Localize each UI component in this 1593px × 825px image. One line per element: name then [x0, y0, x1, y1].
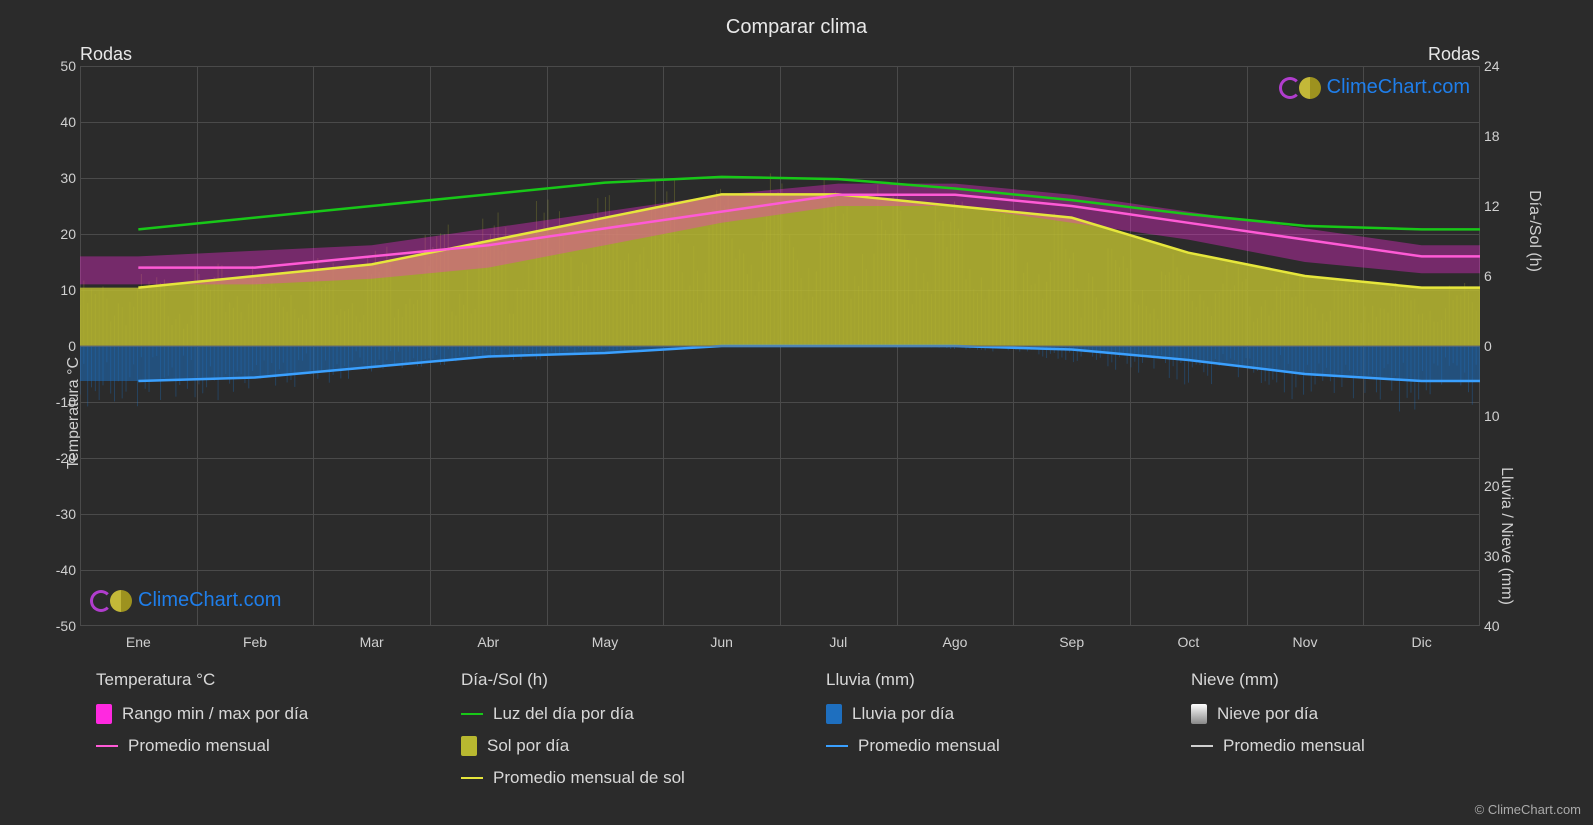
tick-x: Jul — [829, 634, 847, 650]
tick-right: 24 — [1484, 58, 1520, 74]
legend-label: Promedio mensual — [128, 736, 270, 756]
legend-item: Luz del día por día — [461, 704, 806, 724]
tick-left: -30 — [40, 506, 76, 522]
watermark-top: ClimeChart.com — [1279, 76, 1470, 99]
tick-right: 30 — [1484, 548, 1520, 564]
tick-right: 0 — [1484, 338, 1520, 354]
right-axis-label-top: Día-/Sol (h) — [1525, 190, 1543, 272]
city-label-topleft: Rodas — [80, 44, 132, 65]
logo-sun-icon — [1299, 77, 1321, 99]
tick-left: 10 — [40, 282, 76, 298]
city-label-topright: Rodas — [1428, 44, 1480, 65]
plot-area: 50403020100-10-20-30-40-5024181260102030… — [80, 66, 1480, 626]
tick-left: 20 — [40, 226, 76, 242]
legend: Temperatura °C Rango min / max por día P… — [96, 670, 1536, 788]
legend-label: Nieve por día — [1217, 704, 1318, 724]
watermark-text: ClimeChart.com — [1327, 76, 1470, 99]
tick-x: Jun — [710, 634, 733, 650]
legend-item: Promedio mensual — [96, 736, 441, 756]
chart-title: Comparar clima — [0, 0, 1593, 39]
tick-x: Abr — [477, 634, 499, 650]
swatch-temp-range — [96, 704, 112, 724]
tick-x: Dic — [1412, 634, 1432, 650]
tick-right: 20 — [1484, 478, 1520, 494]
tick-x: May — [592, 634, 618, 650]
tick-left: -40 — [40, 562, 76, 578]
tick-left: 0 — [40, 338, 76, 354]
tick-right: 40 — [1484, 618, 1520, 634]
legend-col-rain: Lluvia (mm) Lluvia por día Promedio mens… — [826, 670, 1171, 788]
watermark-text: ClimeChart.com — [138, 589, 281, 612]
legend-label: Luz del día por día — [493, 704, 634, 724]
swatch-sun — [461, 736, 477, 756]
tick-x: Ene — [126, 634, 151, 650]
tick-left: -50 — [40, 618, 76, 634]
legend-label: Promedio mensual — [858, 736, 1000, 756]
legend-col-snow: Nieve (mm) Nieve por día Promedio mensua… — [1191, 670, 1536, 788]
legend-title: Temperatura °C — [96, 670, 441, 690]
copyright: © ClimeChart.com — [1475, 802, 1581, 817]
swatch-snow-avg — [1191, 745, 1213, 747]
legend-item: Rango min / max por día — [96, 704, 441, 724]
legend-item: Sol por día — [461, 736, 806, 756]
tick-right: 6 — [1484, 268, 1520, 284]
tick-right: 18 — [1484, 128, 1520, 144]
tick-x: Nov — [1293, 634, 1318, 650]
tick-left: 50 — [40, 58, 76, 74]
legend-item: Promedio mensual — [1191, 736, 1536, 756]
swatch-temp-avg — [96, 745, 118, 747]
legend-label: Promedio mensual — [1223, 736, 1365, 756]
tick-right: 10 — [1484, 408, 1520, 424]
tick-x: Ago — [943, 634, 968, 650]
tick-left: 30 — [40, 170, 76, 186]
tick-left: 40 — [40, 114, 76, 130]
legend-label: Promedio mensual de sol — [493, 768, 685, 788]
legend-item: Nieve por día — [1191, 704, 1536, 724]
tick-x: Sep — [1059, 634, 1084, 650]
legend-title: Nieve (mm) — [1191, 670, 1536, 690]
tick-left: -20 — [40, 450, 76, 466]
tick-x: Feb — [243, 634, 267, 650]
chart-area: Rodas Rodas 50403020100-10-20-30-40-5024… — [80, 66, 1480, 626]
legend-col-temperature: Temperatura °C Rango min / max por día P… — [96, 670, 441, 788]
tick-left: -10 — [40, 394, 76, 410]
logo-c-icon — [90, 590, 112, 612]
legend-item: Promedio mensual de sol — [461, 768, 806, 788]
legend-label: Sol por día — [487, 736, 569, 756]
legend-label: Lluvia por día — [852, 704, 954, 724]
legend-col-sun: Día-/Sol (h) Luz del día por día Sol por… — [461, 670, 806, 788]
tick-right: 12 — [1484, 198, 1520, 214]
legend-title: Día-/Sol (h) — [461, 670, 806, 690]
swatch-snow — [1191, 704, 1207, 724]
legend-title: Lluvia (mm) — [826, 670, 1171, 690]
legend-item: Lluvia por día — [826, 704, 1171, 724]
logo-sun-icon — [110, 590, 132, 612]
watermark-bottom: ClimeChart.com — [90, 589, 281, 612]
swatch-rain-avg — [826, 745, 848, 747]
tick-x: Oct — [1177, 634, 1199, 650]
tick-x: Mar — [360, 634, 384, 650]
legend-item: Promedio mensual — [826, 736, 1171, 756]
logo-c-icon — [1279, 77, 1301, 99]
legend-label: Rango min / max por día — [122, 704, 308, 724]
swatch-sun-avg — [461, 777, 483, 779]
swatch-rain — [826, 704, 842, 724]
swatch-daylight — [461, 713, 483, 715]
